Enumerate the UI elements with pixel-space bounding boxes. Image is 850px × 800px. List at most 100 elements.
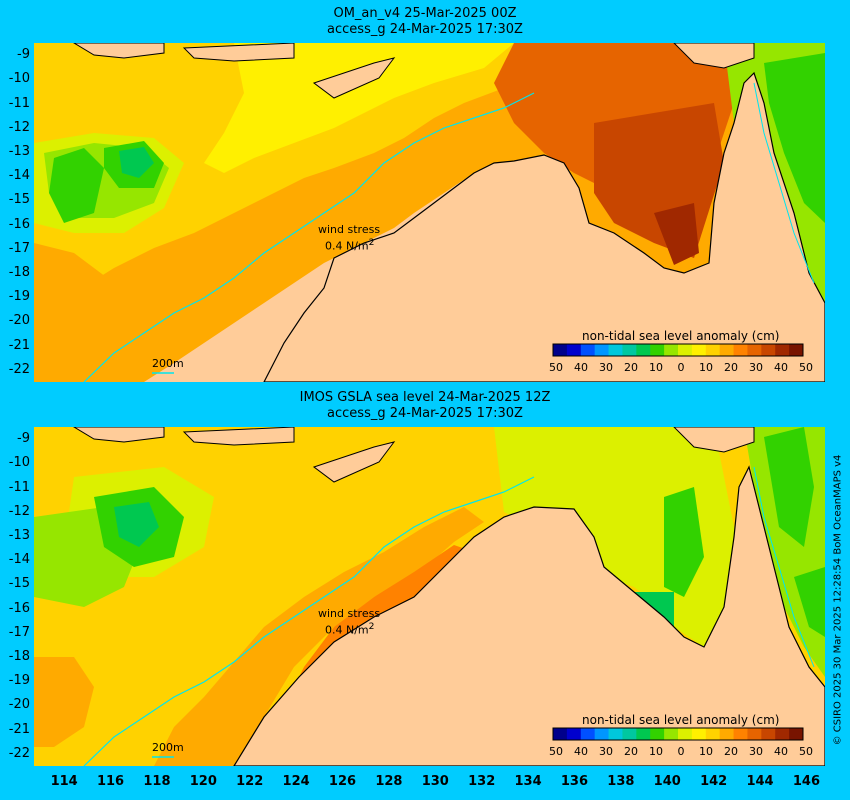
colorbar-segment <box>594 728 610 740</box>
colorbar-segment <box>789 728 804 740</box>
colorbar-segment <box>789 344 804 356</box>
lat-tick-label-bottom: -10 <box>8 455 30 471</box>
lat-tick-label-bottom: -19 <box>8 673 30 689</box>
lat-tick-label-top: -19 <box>8 289 30 305</box>
lon-tick-label: 140 <box>653 774 681 789</box>
colorbar-segment <box>719 728 735 740</box>
wind-stress-label-bottom: wind stress <box>318 607 381 620</box>
lon-tick-label: 114 <box>50 774 78 789</box>
colorbar-segment <box>608 344 623 356</box>
lon-tick-label: 128 <box>375 774 403 789</box>
colorbar-tick-label: 50 <box>549 745 563 758</box>
lat-tick-label-bottom: -21 <box>8 721 30 737</box>
lon-tick-label: 120 <box>189 774 217 789</box>
lon-tick-label: 126 <box>328 774 357 789</box>
colorbar-bottom <box>552 727 804 741</box>
lat-tick-label-bottom: -11 <box>8 479 30 495</box>
lon-tick-label: 144 <box>746 774 774 789</box>
colorbar-segment <box>761 344 776 356</box>
colorbar-tick-label: 30 <box>749 361 763 374</box>
colorbar-tick-label: 20 <box>624 361 638 374</box>
colorbar-segment <box>650 344 665 356</box>
colorbar-segment <box>664 344 679 356</box>
colorbar-tick-label: 0 <box>677 745 685 758</box>
colorbar-segment <box>678 728 693 740</box>
lon-tick-label: 116 <box>96 774 125 789</box>
colorbar-segment <box>608 728 623 740</box>
lon-tick-label: 138 <box>607 774 635 789</box>
colorbar-title-bottom: non-tidal sea level anomaly (cm) <box>582 713 780 727</box>
lon-tick-label: 132 <box>468 774 496 789</box>
colorbar-tick-label: 10 <box>649 745 663 758</box>
lon-tick-label: 146 <box>792 774 820 789</box>
colorbar-segment <box>580 344 596 356</box>
colorbar-tick-label: 40 <box>774 361 788 374</box>
colorbar-tick-label: 50 <box>799 745 813 758</box>
credit-text: © CSIRO 2025 30 Mar 2025 12:28:54 BoM Oc… <box>832 454 844 746</box>
colorbar-tick-label: 20 <box>624 745 638 758</box>
colorbar-tick-label: 30 <box>599 745 613 758</box>
lat-tick-label-top: -21 <box>8 337 30 353</box>
lat-tick-label-top: -9 <box>17 47 30 63</box>
colorbar-segment <box>580 728 596 740</box>
colorbar-tick-label: 40 <box>574 361 588 374</box>
colorbar-segment <box>622 344 637 356</box>
colorbar-segment <box>636 344 651 356</box>
map-panel-top: wind stress 0.4 N/m2 200m non-tidal sea … <box>34 43 825 382</box>
colorbar-segment <box>553 344 568 356</box>
map-panel-bottom: wind stress 0.4 N/m2 200m non-tidal sea … <box>34 427 825 766</box>
wind-scale-label-bottom: 0.4 N/m2 <box>325 621 375 637</box>
panel-2-title: IMOS GSLA sea level 24-Mar-2025 12Z acce… <box>0 390 850 422</box>
sea-level-map-bottom <box>34 427 825 766</box>
colorbar-segment <box>691 344 707 356</box>
colorbar-tick-label: 40 <box>774 745 788 758</box>
lat-tick-label-bottom: -17 <box>8 624 30 640</box>
colorbar-tick-label: 0 <box>677 361 685 374</box>
colorbar-frame <box>552 343 804 357</box>
wind-scale-label-top: 0.4 N/m2 <box>325 237 375 253</box>
colorbar-tick-label: 50 <box>549 361 563 374</box>
lat-tick-label-bottom: -20 <box>8 697 30 713</box>
panel-1-title-line2: access_g 24-Mar-2025 17:30Z <box>327 22 523 37</box>
colorbar-tick-label: 30 <box>749 745 763 758</box>
lat-tick-label-top: -14 <box>8 168 30 184</box>
colorbar-segment <box>622 728 637 740</box>
lat-tick-label-top: -11 <box>8 95 30 111</box>
colorbar-tick-label: 10 <box>699 745 713 758</box>
colorbar-tick-label: 20 <box>724 361 738 374</box>
colorbar-segment <box>678 344 693 356</box>
lat-tick-label-top: -20 <box>8 313 30 329</box>
lon-tick-label: 136 <box>560 774 589 789</box>
depth-legend-label-bottom: 200m <box>152 741 184 754</box>
colorbar-tick-label: 10 <box>649 361 663 374</box>
lon-tick-label: 142 <box>700 774 728 789</box>
colorbar-segment <box>733 344 748 356</box>
colorbar-title-top: non-tidal sea level anomaly (cm) <box>582 329 780 343</box>
colorbar-tick-label: 50 <box>799 361 813 374</box>
panel-2-title-line2: access_g 24-Mar-2025 17:30Z <box>327 406 523 421</box>
lon-tick-label: 124 <box>282 774 310 789</box>
colorbar-segment <box>705 728 721 740</box>
lon-tick-label: 134 <box>514 774 542 789</box>
colorbar-tick-label: 10 <box>699 361 713 374</box>
colorbar-segment <box>747 344 762 356</box>
lat-tick-label-bottom: -18 <box>8 649 30 665</box>
colorbar-segment <box>664 728 679 740</box>
lat-tick-label-bottom: -15 <box>8 576 30 592</box>
panel-1-title: OM_an_v4 25-Mar-2025 00Z access_g 24-Mar… <box>0 6 850 38</box>
lat-tick-label-bottom: -9 <box>17 431 30 447</box>
lat-tick-label-top: -13 <box>8 143 30 159</box>
lon-tick-label: 118 <box>143 774 171 789</box>
lat-tick-label-top: -12 <box>8 119 30 135</box>
lat-tick-label-top: -15 <box>8 192 30 208</box>
colorbar-segment <box>566 344 582 356</box>
lon-tick-label: 130 <box>421 774 449 789</box>
colorbar-segment <box>705 344 721 356</box>
colorbar-segment <box>553 728 568 740</box>
colorbar-tick-label: 20 <box>724 745 738 758</box>
colorbar-top <box>552 343 804 357</box>
lat-tick-label-top: -16 <box>8 216 30 232</box>
lat-tick-label-bottom: -16 <box>8 600 30 616</box>
colorbar-segment <box>691 728 707 740</box>
lat-tick-label-bottom: -22 <box>8 745 30 761</box>
